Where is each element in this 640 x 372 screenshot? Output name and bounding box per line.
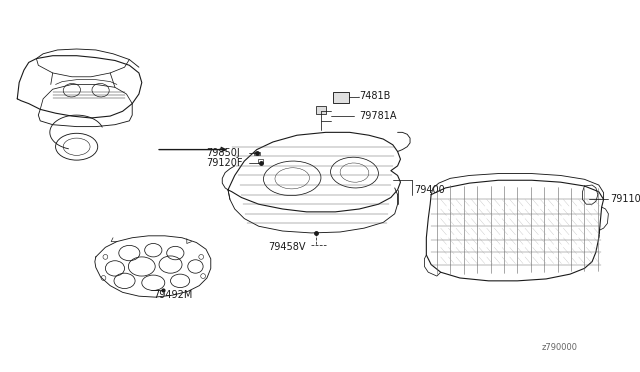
Bar: [258, 159, 264, 163]
Text: 79400: 79400: [414, 185, 445, 195]
Text: 79492M: 79492M: [154, 290, 193, 300]
Text: 79781A: 79781A: [359, 111, 397, 121]
Text: 7481B: 7481B: [359, 91, 390, 101]
Bar: [333, 92, 349, 103]
Bar: [316, 106, 326, 114]
Text: 79458V: 79458V: [268, 242, 306, 252]
Bar: [254, 151, 260, 155]
Text: 79850J: 79850J: [206, 148, 240, 158]
Text: z790000: z790000: [541, 343, 577, 352]
Text: 79120F: 79120F: [206, 158, 243, 168]
Text: 79110: 79110: [611, 195, 640, 204]
